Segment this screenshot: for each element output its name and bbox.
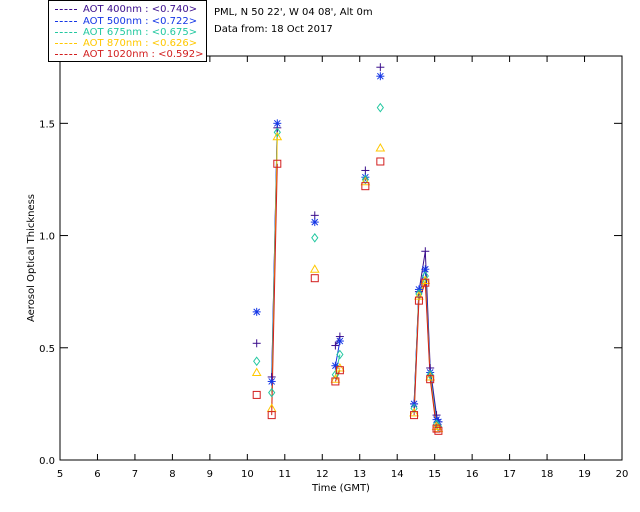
legend-swatch xyxy=(55,8,77,10)
data-point-diamond xyxy=(415,289,423,299)
legend-label: AOT 400nm : <0.740> xyxy=(83,3,198,15)
legend-label: AOT 870nm : <0.626> xyxy=(83,37,198,49)
data-point-asterisk xyxy=(267,377,276,386)
data-date: Data from: 18 Oct 2017 xyxy=(214,24,333,35)
data-point-square xyxy=(310,274,319,283)
x-axis-label: Time (GMT) xyxy=(311,483,370,494)
y-tick-label: 0.5 xyxy=(39,344,55,355)
data-point-square xyxy=(434,426,443,435)
legend-swatch xyxy=(55,42,77,44)
series-lines xyxy=(271,123,439,432)
series-markers xyxy=(251,63,444,435)
legend-label: AOT 675nm : <0.675> xyxy=(83,26,198,38)
data-point-triangle xyxy=(335,362,345,372)
data-point-square xyxy=(273,159,282,168)
x-tick-label: 16 xyxy=(466,469,479,480)
data-point-plus xyxy=(421,247,430,256)
data-point-square xyxy=(331,377,340,386)
legend-item: AOT 400nm : <0.740> xyxy=(55,3,197,15)
data-point-square xyxy=(414,296,423,305)
data-point-diamond xyxy=(361,174,369,185)
data-point-square xyxy=(432,424,441,433)
data-point-triangle xyxy=(309,264,320,273)
data-point-plus xyxy=(331,341,340,350)
series-line xyxy=(271,163,278,416)
data-point-plus xyxy=(252,339,261,348)
y-tick-label: 1.0 xyxy=(39,232,55,243)
legend-label: AOT 1020nm : <0.592> xyxy=(83,48,204,60)
data-point-asterisk xyxy=(331,361,340,370)
x-tick-label: 9 xyxy=(207,469,213,480)
data-point-asterisk xyxy=(252,307,261,316)
legend-swatch xyxy=(55,20,77,22)
site-info: PML, N 50 22', W 04 08', Alt 0m xyxy=(214,7,373,18)
data-point-triangle xyxy=(425,371,436,381)
legend-swatch xyxy=(55,31,77,33)
legend: AOT 400nm : <0.740> AOT 500nm : <0.722> … xyxy=(48,0,207,62)
x-tick-label: 5 xyxy=(57,469,63,480)
data-point-asterisk xyxy=(376,72,385,81)
legend-item: AOT 675nm : <0.675> xyxy=(55,26,197,38)
x-tick-label: 10 xyxy=(241,469,254,480)
data-point-square xyxy=(267,411,276,420)
data-point-triangle xyxy=(375,143,386,152)
x-tick-label: 17 xyxy=(503,469,516,480)
data-point-square xyxy=(361,182,370,191)
data-point-square xyxy=(335,366,344,375)
data-point-diamond xyxy=(410,403,418,414)
data-point-square xyxy=(410,411,419,420)
x-tick-label: 20 xyxy=(616,469,629,480)
x-tick-label: 15 xyxy=(428,469,441,480)
legend-label: AOT 500nm : <0.722> xyxy=(83,15,198,27)
data-point-diamond xyxy=(273,127,281,138)
x-tick-label: 14 xyxy=(391,469,404,480)
data-point-triangle xyxy=(409,407,419,417)
legend-item: AOT 1020nm : <0.592> xyxy=(55,48,203,60)
data-point-triangle xyxy=(431,421,442,430)
axis-ticks: 5 6 7 8 9 10 11 12 13 14 15 16 17 18 19 20 0.0 0.5 1.0 1.5 xyxy=(39,56,628,480)
data-point-triangle xyxy=(360,176,371,186)
x-tick-label: 12 xyxy=(316,469,329,480)
data-point-triangle xyxy=(420,275,431,284)
data-point-plus xyxy=(310,211,319,220)
data-point-plus xyxy=(361,166,370,175)
x-tick-label: 7 xyxy=(132,469,138,480)
x-tick-label: 11 xyxy=(278,469,291,480)
y-tick-label: 1.5 xyxy=(39,119,55,130)
data-point-plus xyxy=(376,63,385,72)
data-point-triangle xyxy=(251,367,262,376)
legend-item: AOT 870nm : <0.626> xyxy=(55,37,197,49)
data-point-diamond xyxy=(426,369,434,380)
data-point-asterisk xyxy=(310,218,319,227)
data-point-square xyxy=(252,390,261,399)
plot-frame xyxy=(59,55,623,461)
x-tick-label: 6 xyxy=(94,469,100,480)
x-tick-label: 13 xyxy=(353,469,366,480)
legend-item: AOT 500nm : <0.722> xyxy=(55,15,197,27)
x-tick-label: 8 xyxy=(169,469,175,480)
data-point-diamond xyxy=(376,102,384,113)
data-point-diamond xyxy=(268,387,276,398)
data-point-diamond xyxy=(311,232,319,243)
data-point-triangle xyxy=(272,131,283,141)
x-tick-label: 18 xyxy=(541,469,554,480)
data-point-triangle xyxy=(414,291,424,300)
data-point-diamond xyxy=(253,356,261,367)
x-tick-label: 19 xyxy=(578,469,591,480)
legend-swatch xyxy=(55,53,77,55)
y-axis-label: Aerosol Optical Thickness xyxy=(26,194,37,322)
data-point-square xyxy=(426,375,435,384)
data-point-asterisk xyxy=(273,119,282,128)
data-point-triangle xyxy=(330,374,341,383)
data-point-diamond xyxy=(421,271,429,281)
data-point-asterisk xyxy=(335,337,344,346)
data-point-square xyxy=(421,278,430,287)
data-point-diamond xyxy=(336,349,344,360)
y-tick-label: 0.0 xyxy=(39,456,55,467)
data-point-square xyxy=(376,157,385,166)
